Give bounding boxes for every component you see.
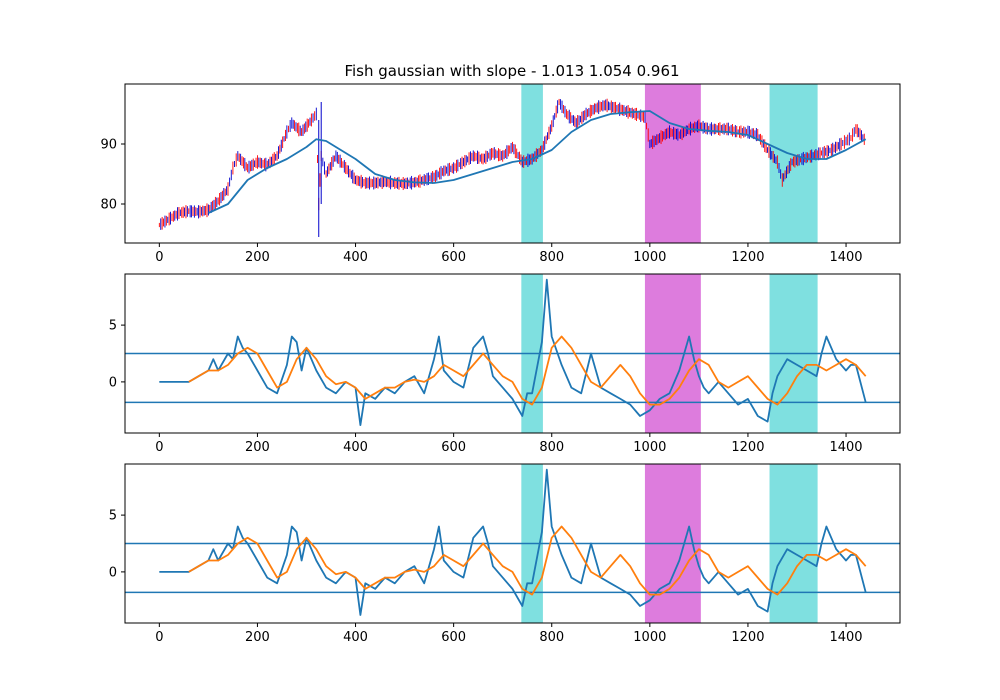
x-tick-label: 800 xyxy=(539,440,564,455)
x-tick-label: 1000 xyxy=(633,250,666,265)
shaded-band-2 xyxy=(644,84,701,243)
x-tick-label: 0 xyxy=(155,630,163,645)
x-tick-label: 200 xyxy=(245,440,270,455)
x-tick-label: 800 xyxy=(539,250,564,265)
axes-frame xyxy=(124,463,901,624)
x-tick-label: 400 xyxy=(343,630,368,645)
x-tick-label: 1000 xyxy=(633,440,666,455)
x-tick-label: 0 xyxy=(155,250,163,265)
y-tick-label: 0 xyxy=(109,565,117,580)
plot-area xyxy=(158,84,867,243)
x-tick-label: 600 xyxy=(441,440,466,455)
axes-frame xyxy=(124,83,901,244)
signal-line xyxy=(188,335,867,406)
panel-2: 0 200 400 600 800 1000 1200 1400 0 5 xyxy=(109,273,901,455)
x-tick-label: 1000 xyxy=(633,630,666,645)
panel-3: 0 200 400 600 800 1000 1200 1400 0 5 xyxy=(109,463,901,645)
fish-line xyxy=(159,278,867,427)
chart-title: Fish gaussian with slope - 1.013 1.054 0… xyxy=(344,62,679,80)
x-tick-label: 400 xyxy=(343,250,368,265)
axes-frame xyxy=(124,273,901,434)
x-tick-label: 1200 xyxy=(731,440,764,455)
y-tick-label: 5 xyxy=(109,509,117,524)
plot-area xyxy=(125,274,900,433)
x-tick-label: 600 xyxy=(441,630,466,645)
fish-line xyxy=(159,468,867,616)
x-tick-label: 1400 xyxy=(829,630,862,645)
plot-area xyxy=(125,464,900,623)
x-tick-label: 1200 xyxy=(731,250,764,265)
x-tick-label: 1400 xyxy=(829,440,862,455)
panel-1: 0 200 400 600 800 1000 1200 1400 80 90 xyxy=(100,83,901,265)
x-tick-label: 0 xyxy=(155,440,163,455)
x-tick-label: 200 xyxy=(245,250,270,265)
y-tick-label: 0 xyxy=(109,375,117,390)
x-tick-label: 200 xyxy=(245,630,270,645)
x-tick-label: 1400 xyxy=(829,250,862,265)
x-tick-label: 1200 xyxy=(731,630,764,645)
x-tick-label: 800 xyxy=(539,630,564,645)
moving-average-line xyxy=(208,110,867,214)
signal-line xyxy=(188,525,867,596)
y-tick-label: 80 xyxy=(100,198,117,213)
y-tick-label: 5 xyxy=(109,319,117,334)
y-tick-label: 90 xyxy=(100,138,117,153)
x-tick-label: 400 xyxy=(343,440,368,455)
x-tick-label: 600 xyxy=(441,250,466,265)
